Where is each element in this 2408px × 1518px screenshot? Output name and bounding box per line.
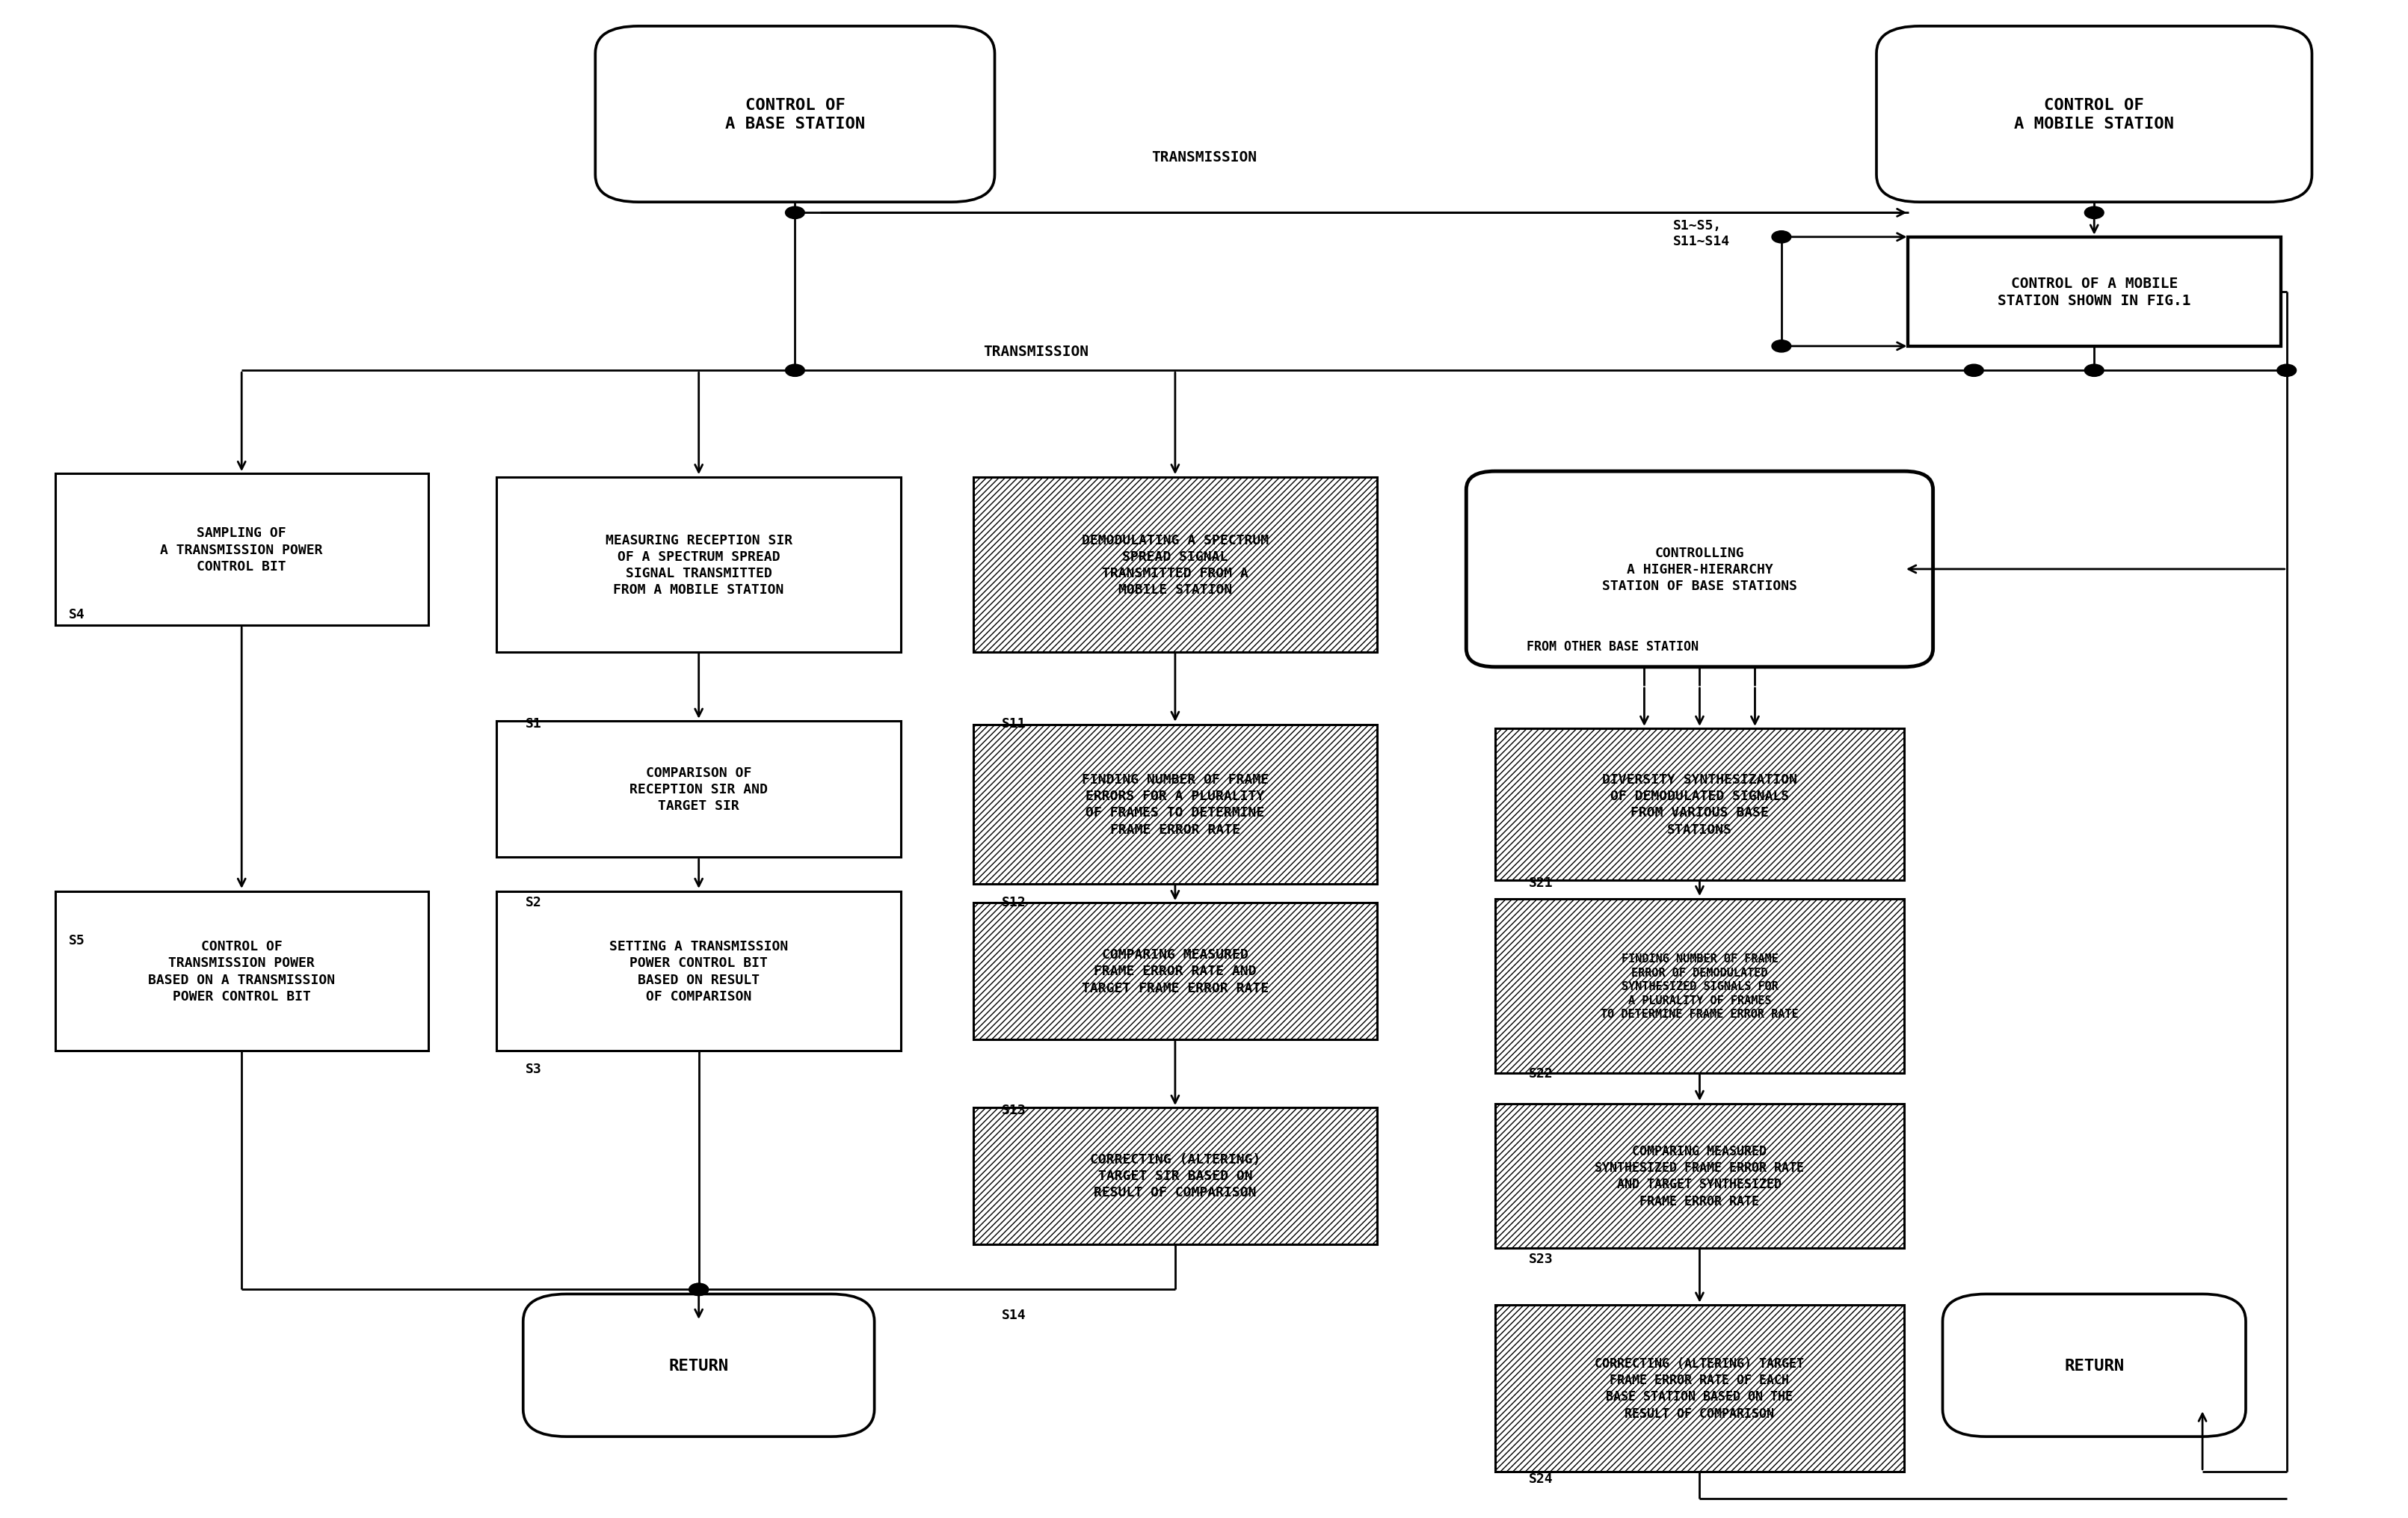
Text: MEASURING RECEPTION SIR
OF A SPECTRUM SPREAD
SIGNAL TRANSMITTED
FROM A MOBILE ST: MEASURING RECEPTION SIR OF A SPECTRUM SP…: [604, 533, 792, 597]
Text: SAMPLING OF
A TRANSMISSION POWER
CONTROL BIT: SAMPLING OF A TRANSMISSION POWER CONTROL…: [161, 527, 323, 574]
Bar: [496, 721, 901, 858]
Circle shape: [689, 1284, 708, 1296]
Text: CONTROL OF
A BASE STATION: CONTROL OF A BASE STATION: [725, 99, 864, 132]
Text: S11: S11: [1002, 716, 1026, 730]
Bar: [973, 726, 1377, 883]
Bar: [55, 891, 429, 1050]
Circle shape: [785, 206, 804, 219]
Text: COMPARISON OF
RECEPTION SIR AND
TARGET SIR: COMPARISON OF RECEPTION SIR AND TARGET S…: [628, 767, 768, 812]
Bar: [1907, 237, 2280, 346]
Bar: [1495, 899, 1905, 1073]
Text: S2: S2: [525, 896, 542, 909]
Text: S14: S14: [1002, 1309, 1026, 1321]
Text: S4: S4: [67, 607, 84, 621]
Text: RETURN: RETURN: [669, 1359, 730, 1372]
Text: SETTING A TRANSMISSION
POWER CONTROL BIT
BASED ON RESULT
OF COMPARISON: SETTING A TRANSMISSION POWER CONTROL BIT…: [609, 940, 787, 1003]
FancyBboxPatch shape: [1466, 472, 1934, 668]
Circle shape: [2278, 364, 2297, 376]
Bar: [496, 478, 901, 653]
Text: CONTROL OF
A MOBILE STATION: CONTROL OF A MOBILE STATION: [2013, 99, 2174, 132]
FancyBboxPatch shape: [1876, 27, 2312, 203]
Text: FROM OTHER BASE STATION: FROM OTHER BASE STATION: [1527, 639, 1698, 653]
Text: TRANSMISSION: TRANSMISSION: [1151, 150, 1257, 165]
Bar: [973, 478, 1377, 653]
Text: DEMODULATING A SPECTRUM
SPREAD SIGNAL
TRANSMITTED FROM A
MOBILE STATION: DEMODULATING A SPECTRUM SPREAD SIGNAL TR…: [1081, 533, 1269, 597]
Circle shape: [1772, 231, 1792, 243]
Text: S1~S5,
S11~S14: S1~S5, S11~S14: [1674, 219, 1729, 249]
Text: S21: S21: [1529, 876, 1553, 890]
Text: S3: S3: [525, 1063, 542, 1076]
Text: CORRECTING (ALTERING) TARGET
FRAME ERROR RATE OF EACH
BASE STATION BASED ON THE
: CORRECTING (ALTERING) TARGET FRAME ERROR…: [1594, 1357, 1804, 1419]
Bar: [973, 903, 1377, 1040]
Text: COMPARING MEASURED
SYNTHESIZED FRAME ERROR RATE
AND TARGET SYNTHESIZED
FRAME ERR: COMPARING MEASURED SYNTHESIZED FRAME ERR…: [1594, 1145, 1804, 1207]
Text: CONTROL OF
TRANSMISSION POWER
BASED ON A TRANSMISSION
POWER CONTROL BIT: CONTROL OF TRANSMISSION POWER BASED ON A…: [149, 940, 335, 1003]
Bar: [1495, 1104, 1905, 1248]
Bar: [55, 474, 429, 625]
FancyBboxPatch shape: [1943, 1295, 2247, 1436]
Bar: [1495, 1305, 1905, 1471]
Text: FINDING NUMBER OF FRAME
ERRORS FOR A PLURALITY
OF FRAMES TO DETERMINE
FRAME ERRO: FINDING NUMBER OF FRAME ERRORS FOR A PLU…: [1081, 773, 1269, 836]
Text: DIVERSITY SYNTHESIZATION
OF DEMODULATED SIGNALS
FROM VARIOUS BASE
STATIONS: DIVERSITY SYNTHESIZATION OF DEMODULATED …: [1601, 773, 1796, 836]
Text: CONTROLLING
A HIGHER-HIERARCHY
STATION OF BASE STATIONS: CONTROLLING A HIGHER-HIERARCHY STATION O…: [1601, 546, 1796, 594]
Text: TRANSMISSION: TRANSMISSION: [982, 345, 1088, 358]
Text: COMPARING MEASURED
FRAME ERROR RATE AND
TARGET FRAME ERROR RATE: COMPARING MEASURED FRAME ERROR RATE AND …: [1081, 947, 1269, 994]
Circle shape: [785, 364, 804, 376]
Bar: [973, 1108, 1377, 1245]
Text: S12: S12: [1002, 896, 1026, 909]
Bar: [496, 891, 901, 1050]
FancyBboxPatch shape: [523, 1295, 874, 1436]
Circle shape: [2085, 206, 2105, 219]
Text: S22: S22: [1529, 1067, 1553, 1081]
Text: FINDING NUMBER OF FRAME
ERROR OF DEMODULATED
SYNTHESIZED SIGNALS FOR
A PLURALITY: FINDING NUMBER OF FRAME ERROR OF DEMODUL…: [1601, 953, 1799, 1020]
Text: S24: S24: [1529, 1471, 1553, 1485]
Text: RETURN: RETURN: [2064, 1359, 2124, 1372]
Text: CONTROL OF A MOBILE
STATION SHOWN IN FIG.1: CONTROL OF A MOBILE STATION SHOWN IN FIG…: [1999, 276, 2191, 308]
Text: S23: S23: [1529, 1252, 1553, 1264]
Text: S1: S1: [525, 716, 542, 730]
Text: S5: S5: [67, 934, 84, 947]
Circle shape: [689, 1284, 708, 1296]
Bar: [1495, 729, 1905, 880]
FancyBboxPatch shape: [595, 27, 995, 203]
Circle shape: [1772, 340, 1792, 352]
Text: S13: S13: [1002, 1104, 1026, 1117]
Circle shape: [1965, 364, 1984, 376]
Circle shape: [2085, 364, 2105, 376]
Text: CORRECTING (ALTERING)
TARGET SIR BASED ON
RESULT OF COMPARISON: CORRECTING (ALTERING) TARGET SIR BASED O…: [1091, 1152, 1259, 1199]
